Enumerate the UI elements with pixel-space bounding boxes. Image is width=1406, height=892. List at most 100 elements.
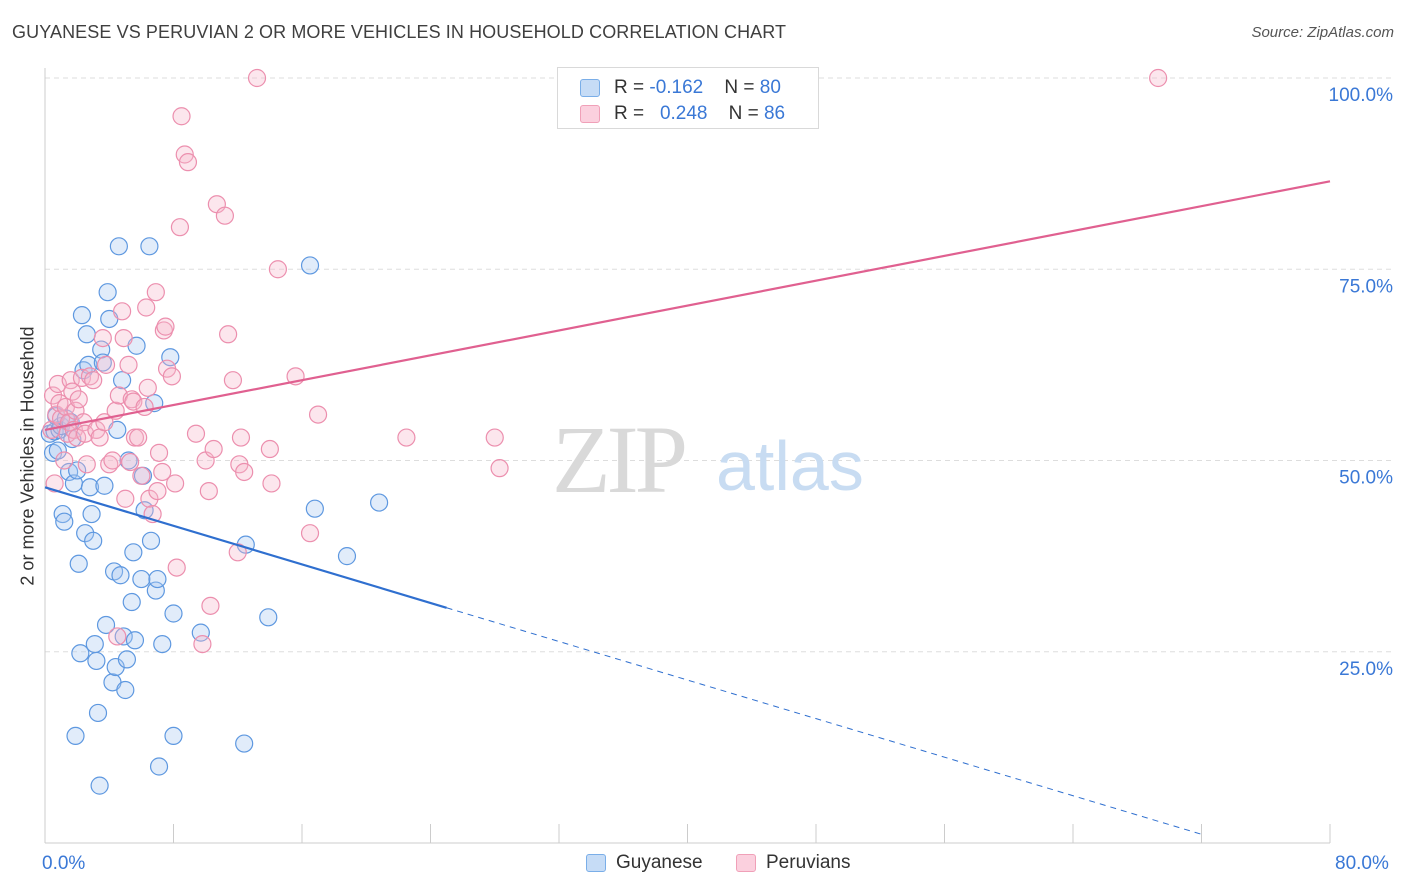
peruvian-point [397,428,416,447]
legend-swatch-guyanese [586,854,606,872]
peruvian-point [162,367,181,386]
legend-r-value-guyanese: -0.162 [649,77,704,98]
peruvian-point [201,596,220,615]
guyanese-point [148,569,167,589]
guyanese-trend-line [44,486,447,609]
legend-r-value-peruvians: 0.248 [659,103,708,124]
trend-lines [44,180,1331,835]
guyanese-point [235,734,254,753]
guyanese-point [66,726,85,746]
guyanese-point [191,623,210,642]
guyanese-point [132,569,151,589]
peruvian-point [204,439,223,459]
peruvian-point [186,424,206,443]
peruvian-point [485,428,504,447]
peruvian-point [69,390,88,409]
peruvian-point [1149,68,1168,88]
legend-n-value-guyanese: 80 [759,77,781,98]
peruvian-point [61,371,80,390]
guyanese-point [300,256,320,275]
watermark-atlas: atlas [716,427,864,505]
guyanese-point [80,478,100,497]
peruvian-point [228,543,247,562]
guyanese-point [370,493,389,512]
peruvian-point [103,451,122,470]
guyanese-point [116,680,135,700]
y-tick-label-75: 75.0% [1339,276,1393,297]
legend-swatch-peruvians [580,105,600,123]
peruvian-point [215,206,234,225]
guyanese-point [149,757,169,776]
guyanese-point [112,371,132,390]
peruvian-point [223,371,243,390]
guyanese-point [85,634,104,654]
peruvian-point [84,371,103,390]
peruvian-point [149,443,169,462]
guyanese-point [111,566,130,585]
peruvian-point [116,489,135,508]
watermark-zip: ZIP [552,406,685,513]
y-tick-labels: 25.0% 50.0% 75.0% 100.0% [1329,85,1394,680]
peruvian-point [193,634,212,654]
x-tick-left: 0.0% [42,853,86,874]
peruvian-point [167,558,186,577]
guyanese-point [69,554,88,573]
chart-title: GUYANESE VS PERUVIAN 2 OR MORE VEHICLES … [12,22,787,42]
guyanese-point [140,237,159,256]
guyanese-point [48,441,67,460]
series-legend: Guyanese Peruvians [0,852,1406,878]
peruvian-point [146,283,165,302]
peruvian-point [156,317,175,336]
guyanese-point [141,531,161,550]
guyanese-point [114,627,133,646]
y-axis-title: 2 or more Vehicles in Household [17,326,38,586]
guyanese-point [82,504,101,524]
guyanese-point [164,604,183,623]
guyanese-point [77,325,96,344]
peruvian-point [119,355,138,374]
peruvian-point [90,428,109,447]
peruvian-point [231,428,251,447]
peruvian-point [262,474,281,493]
legend-row-guyanese: R = -0.162 N = 80 [580,76,781,100]
peruvian-point [76,424,95,443]
peruvian-point [170,218,190,237]
peruvian-point [260,439,279,459]
x-tick-right: 80.0% [1335,853,1389,874]
peruvian-point [235,462,254,482]
peruvian-point [77,455,96,474]
guyanese-point [55,512,74,531]
peruvian-point [300,524,320,543]
peruvian-point [268,260,288,279]
peruvian-point [129,428,148,447]
peruvian-point [114,329,133,348]
legend-r-label: R = [614,103,650,124]
guyanese-point [146,581,165,600]
peruvian-point [137,298,156,317]
peruvian-points [42,68,1168,654]
guyanese-point [259,608,278,627]
guyanese-point [125,631,145,650]
guyanese-point [124,543,143,562]
guyanese-point [93,353,112,372]
legend-label-peruvians: Peruvians [766,852,851,873]
legend-swatch-guyanese [580,79,600,97]
guyanese-point [68,461,87,480]
peruvian-point [148,482,167,501]
peruvian-point [172,107,191,126]
guyanese-point [153,634,172,654]
guyanese-point [337,547,357,566]
guyanese-point [109,237,128,256]
peruvian-point [153,462,172,482]
peruvian-point [308,405,328,424]
legend-label-guyanese: Guyanese [616,852,703,873]
peruvian-point [112,302,132,321]
peruvian-point [178,153,198,172]
peruvian-point [96,355,116,374]
peruvian-point [138,378,157,397]
legend-item-peruvians: Peruvians [736,852,851,874]
peruvian-point [45,474,64,493]
guyanese-point [305,499,324,518]
peruvian-point [121,452,140,472]
